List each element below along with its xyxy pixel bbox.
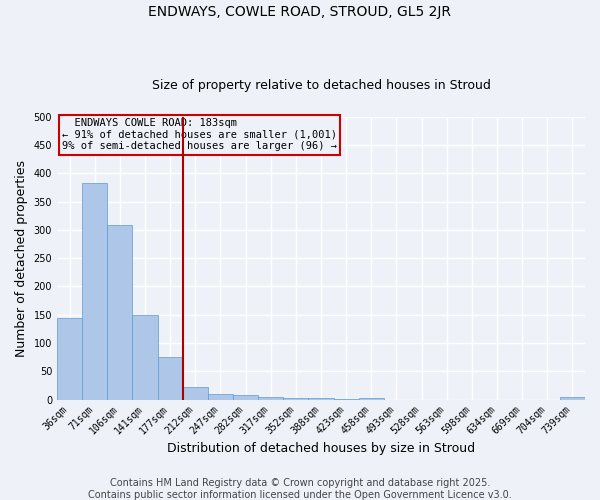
Bar — [283, 398, 308, 400]
Bar — [82, 183, 107, 400]
X-axis label: Distribution of detached houses by size in Stroud: Distribution of detached houses by size … — [167, 442, 475, 455]
Y-axis label: Number of detached properties: Number of detached properties — [15, 160, 28, 356]
Bar — [158, 357, 183, 400]
Bar — [107, 226, 133, 400]
Bar — [183, 387, 208, 400]
Bar — [133, 314, 158, 400]
Bar — [208, 394, 233, 400]
Bar — [334, 399, 359, 400]
Bar — [560, 398, 585, 400]
Bar — [308, 398, 334, 400]
Bar — [233, 395, 258, 400]
Bar — [359, 398, 384, 400]
Title: Size of property relative to detached houses in Stroud: Size of property relative to detached ho… — [152, 79, 490, 92]
Text: Contains HM Land Registry data © Crown copyright and database right 2025.
Contai: Contains HM Land Registry data © Crown c… — [88, 478, 512, 500]
Bar — [258, 397, 283, 400]
Text: ENDWAYS, COWLE ROAD, STROUD, GL5 2JR: ENDWAYS, COWLE ROAD, STROUD, GL5 2JR — [149, 5, 452, 19]
Bar — [57, 318, 82, 400]
Text: ENDWAYS COWLE ROAD: 183sqm
← 91% of detached houses are smaller (1,001)
9% of se: ENDWAYS COWLE ROAD: 183sqm ← 91% of deta… — [62, 118, 337, 152]
